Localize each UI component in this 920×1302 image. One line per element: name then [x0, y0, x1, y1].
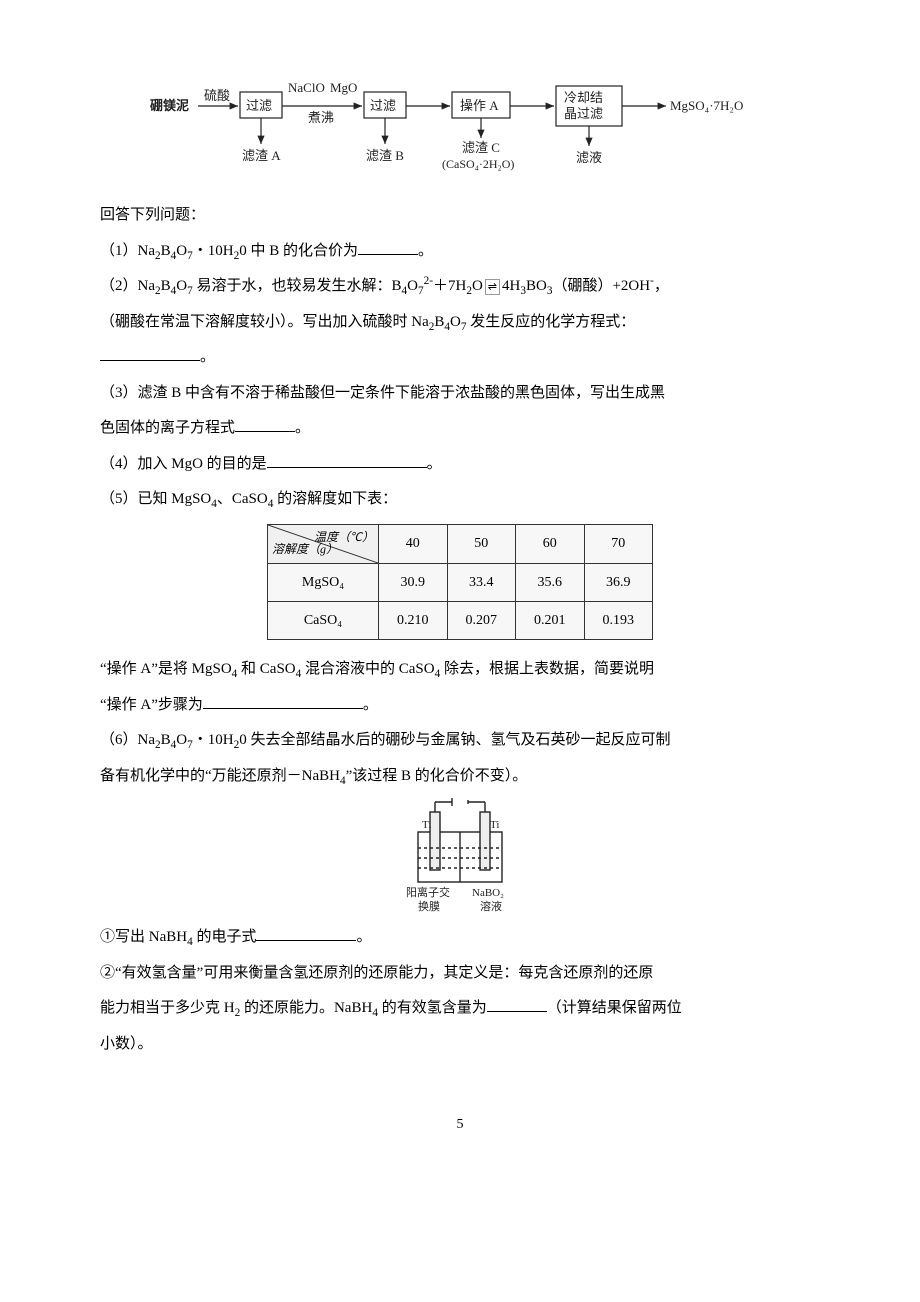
q6-2-line1: ②“有效氢含量”可用来衡量含氢还原剂的还原能力，其定义是：每克含还原剂的还原 — [100, 958, 820, 990]
flow-arrow1-top: 硫酸 — [204, 88, 230, 103]
device-left-top: Ti — [422, 819, 431, 831]
table-row: MgSO₄ 30.9 33.4 35.6 36.9 — [268, 563, 653, 601]
table-col-1: 50 — [447, 524, 516, 563]
table-col-2: 60 — [516, 524, 585, 563]
table-row: 温度（℃） 溶解度（g） 40 50 60 70 — [268, 524, 653, 563]
q5b-blank — [203, 693, 363, 709]
table-row: CaSO₄ 0.210 0.207 0.201 0.193 — [268, 601, 653, 639]
flow-box-opa: 操作 A — [460, 98, 499, 113]
device-right-b2: 溶液 — [480, 899, 502, 913]
electrolysis-device: Ti Ti 阳离子交 换膜 NaBO₂ 溶液 — [390, 798, 530, 918]
q2-line2: （硼酸在常温下溶解度较小）。写出加入硫酸时 Na2B4O7 发生反应的化学方程式… — [100, 307, 820, 339]
flow-arrow2-top2: MgO — [330, 80, 357, 95]
q6-2-blank — [487, 996, 547, 1012]
q1-pre: （1）Na — [100, 243, 155, 259]
q6-2-line3: 小数）。 — [100, 1029, 820, 1061]
process-flowchart: 硼镁泥 硫酸 过滤 滤渣 A NaClO MgO 煮沸 过滤 滤渣 B 操作 A… — [150, 60, 770, 180]
flow-box-cool-1: 冷却结 — [564, 90, 603, 105]
flow-box-filter2: 过滤 — [370, 98, 396, 113]
table-diag-header: 温度（℃） 溶解度（g） — [268, 524, 379, 563]
flow-arrow2-bottom: 煮沸 — [308, 110, 334, 125]
flow-residue-b: 滤渣 B — [366, 148, 404, 163]
q1-blank — [358, 239, 418, 255]
device-right-b1: NaBO₂ — [472, 887, 504, 899]
table-header-bottom: 溶解度（g） — [272, 537, 338, 562]
table-row0-label: MgSO₄ — [268, 563, 379, 601]
q4-blank — [267, 452, 427, 468]
q1: （1）Na2B4O7・10H20 中 B 的化合价为。 — [100, 236, 820, 268]
table-row1-label: CaSO₄ — [268, 601, 379, 639]
flow-residue-a: 滤渣 A — [242, 148, 281, 163]
device-left-b2: 换膜 — [418, 899, 440, 913]
q2-line1: （2）Na2B4O7 易溶于水，也较易发生水解：B4O72-＋7H2O⇌4H3B… — [100, 271, 820, 303]
flow-filtrate: 滤液 — [576, 150, 602, 165]
q5b-line1: “操作 A”是将 MgSO4 和 CaSO4 混合溶液中的 CaSO4 除去，根… — [100, 654, 820, 686]
q6-2-line2: 能力相当于多少克 H2 的还原能力。NaBH4 的有效氢含量为（计算结果保留两位 — [100, 993, 820, 1025]
q4: （4）加入 MgO 的目的是。 — [100, 449, 820, 481]
flow-start-label: 硼镁泥 — [150, 98, 189, 113]
q2-blank-line: 。 — [100, 342, 820, 374]
device-left-b1: 阳离子交 — [406, 885, 450, 899]
flow-product: MgSO₄·7H₂O — [670, 98, 743, 113]
flow-box-filter1: 过滤 — [246, 98, 272, 113]
q5b-line2: “操作 A”步骤为。 — [100, 690, 820, 722]
solubility-table: 温度（℃） 溶解度（g） 40 50 60 70 MgSO₄ 30.9 33.4… — [267, 524, 653, 641]
q5: （5）已知 MgSO4、CaSO4 的溶解度如下表： — [100, 484, 820, 516]
flow-residue-c1: 滤渣 C — [462, 140, 500, 155]
q6-line1: （6）Na2B4O7・10H20 失去全部结晶水后的硼砂与金属钠、氢气及石英砂一… — [100, 725, 820, 757]
table-col-0: 40 — [379, 524, 448, 563]
q6-1: ①写出 NaBH4 的电子式。 — [100, 922, 820, 954]
q3-blank — [235, 416, 295, 432]
flow-residue-c2: (CaSO₄·2H₂O) — [442, 157, 514, 171]
q3-line1: （3）滤渣 B 中含有不溶于稀盐酸但一定条件下能溶于浓盐酸的黑色固体，写出生成黑 — [100, 378, 820, 410]
page-number: 5 — [100, 1110, 820, 1139]
flow-arrow2-top1: NaClO — [288, 80, 325, 95]
table-col-3: 70 — [584, 524, 653, 563]
q6-line2: 备有机化学中的“万能还原剂－NaBH4”该过程 B 的化合价不变）。 — [100, 761, 820, 793]
q3-line2: 色固体的离子方程式。 — [100, 413, 820, 445]
device-right-top: Ti — [490, 819, 499, 831]
equilibrium-symbol: ⇌ — [485, 279, 500, 295]
q2-blank — [100, 345, 200, 361]
intro-text: 回答下列问题： — [100, 200, 820, 232]
q6-1-blank — [256, 925, 356, 941]
flow-box-cool-2: 晶过滤 — [564, 106, 603, 121]
